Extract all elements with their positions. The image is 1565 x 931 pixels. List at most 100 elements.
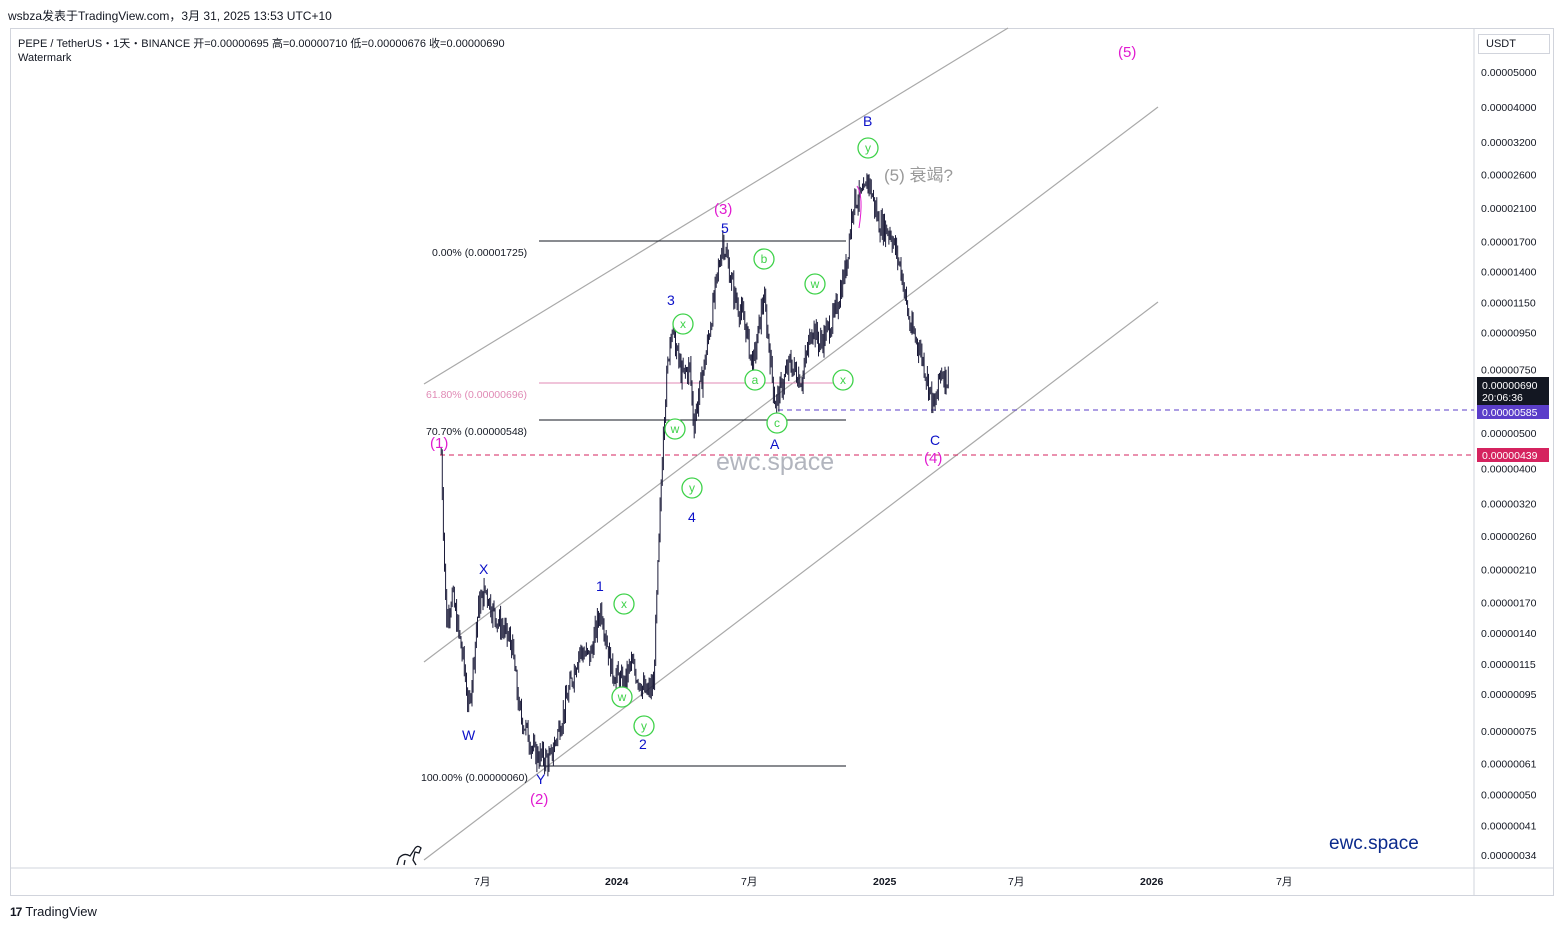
chart-frame (10, 28, 1554, 896)
price-tick-label: 0.00005000 (1481, 67, 1537, 79)
tradingview-logo-icon: 17 (10, 904, 22, 919)
circle-x-1-text: x (621, 597, 627, 611)
channel-lower-line[interactable] (423, 301, 1159, 861)
exhaustion-note: (5) 衰竭? (884, 166, 953, 185)
price-tick-label: 0.00000095 (1481, 689, 1537, 701)
publish-caption: wsbza发表于TradingView.com，3月 31, 2025 13:5… (8, 9, 332, 23)
currency-selector[interactable]: USDT (1478, 34, 1550, 54)
price-tick-label: 0.00000115 (1481, 659, 1536, 671)
watermark-indicator-label[interactable]: Watermark (18, 52, 72, 64)
tradingview-brand-name: TradingView (25, 904, 97, 919)
purple-line-price-value: 0.00000585 (1482, 407, 1538, 419)
price-tick-label: 0.00003200 (1481, 137, 1537, 149)
current-price-marker (1477, 377, 1549, 405)
wave-label-C: C (930, 432, 940, 448)
price-tick-label: 0.00000750 (1481, 365, 1537, 377)
circle-c (766, 412, 788, 434)
circle-y-1 (633, 715, 655, 737)
circle-a-text: a (752, 373, 759, 387)
price-tick-label: 0.00001150 (1481, 298, 1536, 310)
price-axis-ticks: 0.00005000 0.00004000 0.00003200 0.00002600… (1481, 67, 1537, 862)
wave-label-Y: Y (536, 771, 546, 787)
wave-label-n3: 3 (667, 292, 675, 308)
price-tick-label: 0.00001400 (1481, 267, 1537, 279)
wave-label-A: A (770, 436, 780, 452)
price-tick-label: 0.00002600 (1481, 170, 1537, 182)
candle-series (440, 173, 949, 777)
price-tick-label: 0.00000140 (1481, 628, 1537, 640)
price-tick-label: 0.00000041 (1481, 821, 1537, 833)
fib-label-0: 0.00% (0.00001725) (432, 247, 527, 259)
channel-middle-line[interactable] (423, 106, 1159, 663)
wave-label-4: (4) (924, 450, 942, 467)
circle-y-2-text: y (689, 481, 695, 495)
price-tick-label: 0.00000061 (1481, 758, 1537, 770)
price-tick-label: 0.00000950 (1481, 328, 1537, 340)
corner-watermark: ewc.space (1329, 833, 1419, 854)
wave-label-n5: 5 (721, 220, 729, 236)
price-tick-label: 0.00002100 (1481, 203, 1537, 215)
circle-w-2-text: w (670, 422, 680, 436)
price-tick-label: 0.00000260 (1481, 531, 1537, 543)
time-tick-jul-2026: 7月 (1276, 876, 1292, 888)
circle-b (753, 248, 775, 270)
price-tick-label: 0.00000170 (1481, 597, 1537, 609)
wave-label-5: (5) (1118, 44, 1136, 61)
circled-wave-labels: w x y w x y b a c w x y (611, 137, 879, 737)
circle-x-3-text: x (840, 373, 846, 387)
curve-drawing[interactable] (856, 185, 862, 229)
circle-y-3 (857, 137, 879, 159)
dinosaur-icon (396, 845, 422, 866)
time-tick-2026: 2026 (1140, 876, 1164, 888)
center-watermark: ewc.space (716, 448, 834, 476)
circle-y-1-text: y (641, 719, 647, 733)
wave-label-B: B (863, 113, 872, 129)
price-tick-label: 0.00001700 (1481, 236, 1537, 248)
purple-line-price-marker (1477, 405, 1549, 419)
circle-w-1 (611, 686, 633, 708)
circle-w-2 (664, 418, 686, 440)
wave-label-2: (2) (530, 791, 548, 808)
wave-label-n2: 2 (639, 736, 647, 752)
circle-w-3-text: w (810, 277, 820, 291)
channel-upper-line[interactable] (423, 27, 1009, 385)
price-tick-label: 0.00000400 (1481, 463, 1537, 475)
price-tick-label: 0.00000075 (1481, 726, 1537, 738)
circle-w-3 (804, 273, 826, 295)
price-tick-label: 0.00000320 (1481, 498, 1537, 510)
time-tick-2024: 2024 (605, 876, 629, 888)
symbol-ohlc-line[interactable]: PEPE / TetherUS・1天・BINANCE 开=0.00000695 … (18, 38, 505, 50)
pink-line-price-marker (1477, 448, 1549, 462)
circle-w-1-text: w (617, 690, 627, 704)
circle-y-3-text: y (865, 141, 871, 155)
price-tick-label: 0.00000500 (1481, 428, 1537, 440)
wave-label-n1: 1 (596, 578, 604, 594)
time-tick-jul-2025: 7月 (1008, 876, 1024, 888)
price-tick-label: 0.00004000 (1481, 102, 1537, 114)
fib-label-618: 61.80% (0.00000696) (426, 389, 527, 401)
wave-label-n4: 4 (688, 509, 696, 525)
wave-label-3: (3) (714, 201, 732, 218)
price-tick-label: 0.00000210 (1481, 564, 1537, 576)
circle-y-2 (681, 477, 703, 499)
circle-c-text: c (774, 416, 780, 430)
wave-label-1: (1) (430, 435, 448, 452)
circle-x-3 (832, 369, 854, 391)
wave-label-X: X (479, 561, 489, 577)
bar-countdown: 20:06:36 (1482, 392, 1523, 404)
price-tick-label: 0.00000050 (1481, 789, 1537, 801)
circle-b-text: b (761, 252, 768, 266)
circle-x-1 (613, 593, 635, 615)
wave-label-W: W (462, 727, 476, 743)
time-tick-jul-2024: 7月 (741, 876, 757, 888)
time-tick-2025: 2025 (873, 876, 897, 888)
pink-line-price-value: 0.00000439 (1482, 450, 1538, 462)
current-price-value: 0.00000690 (1482, 380, 1538, 392)
circle-x-2-text: x (680, 317, 686, 331)
fib-label-707: 70.70% (0.00000548) (426, 426, 527, 438)
time-tick-jul-2023: 7月 (474, 876, 490, 888)
price-tick-label: 0.00000034 (1481, 850, 1537, 862)
circle-a (744, 369, 766, 391)
tradingview-brand[interactable]: 17 TradingView (10, 904, 97, 919)
